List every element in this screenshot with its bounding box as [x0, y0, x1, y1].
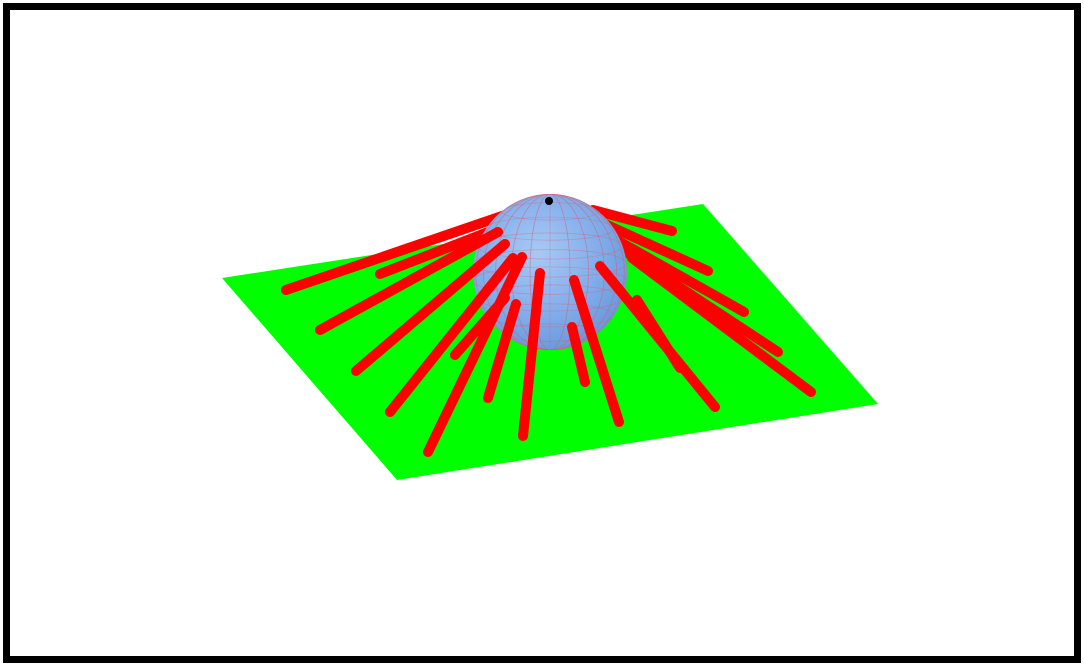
sphere-longitude-line [482, 194, 618, 350]
front-rays [315, 227, 816, 457]
light-ray [385, 253, 518, 417]
light-ray [518, 268, 545, 441]
sphere-latitude-line [501, 323, 599, 342]
light-ray [567, 322, 590, 387]
light-ray [315, 227, 503, 335]
light-ray [588, 205, 677, 236]
light-ray [483, 299, 521, 403]
light-ray [423, 252, 527, 457]
light-ray [375, 227, 493, 279]
light-ray [450, 293, 510, 360]
sphere-longitude-line [529, 194, 571, 350]
light-ray [627, 253, 816, 397]
apex-point [545, 197, 553, 205]
sphere-longitude-line [529, 194, 571, 350]
light-ray [632, 295, 685, 373]
light-ray [281, 210, 510, 295]
light-ray [569, 275, 624, 427]
light-ray [608, 233, 749, 317]
light-ray [600, 219, 713, 276]
sphere-longitude-line [482, 194, 618, 350]
light-ray [351, 239, 510, 376]
